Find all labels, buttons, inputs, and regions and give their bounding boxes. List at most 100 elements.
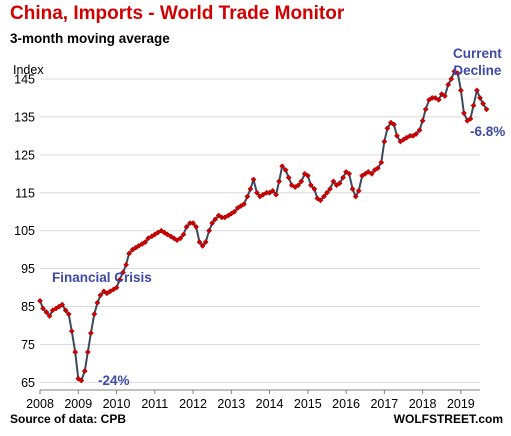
data-point	[480, 100, 487, 107]
data-point	[46, 313, 53, 319]
x-tick-label: 2013	[217, 397, 245, 411]
data-point	[413, 131, 420, 137]
data-point	[460, 110, 467, 117]
data-point	[441, 93, 448, 99]
data-point	[317, 197, 324, 204]
data-point	[349, 186, 356, 192]
data-point	[327, 186, 333, 192]
data-point	[40, 305, 47, 312]
data-point	[343, 168, 350, 175]
x-tick-label: 2016	[332, 397, 360, 411]
data-point	[87, 330, 94, 337]
data-point	[202, 239, 209, 246]
x-tick-label: 2012	[179, 397, 207, 411]
annotation-financial-crisis: Financial Crisis	[52, 270, 152, 285]
data-point	[113, 284, 120, 291]
data-point	[190, 220, 196, 227]
data-point	[250, 176, 257, 183]
data-point	[320, 193, 327, 200]
x-tick-label: 2017	[370, 397, 398, 411]
data-point	[451, 68, 458, 75]
data-point	[209, 220, 216, 227]
data-point	[120, 269, 126, 276]
data-point	[445, 81, 452, 88]
x-tick-labels: 2008 2009 2010 2011 2012 2013 2014 2015 2016 2017…	[26, 397, 475, 411]
y-tick-labels: 65 75 85 95 105 115 125 135 145	[14, 72, 35, 389]
data-point	[123, 261, 130, 268]
data-point	[307, 182, 314, 189]
data-point	[276, 178, 283, 185]
data-point	[116, 277, 123, 283]
data-point	[206, 227, 213, 234]
x-tick-label: 2019	[447, 397, 475, 411]
data-point	[467, 115, 474, 122]
data-point	[416, 127, 423, 134]
data-point	[62, 307, 69, 314]
data-point	[432, 94, 439, 101]
data-point	[355, 187, 362, 194]
x-tick-label: 2014	[256, 397, 284, 411]
data-point	[394, 132, 400, 139]
data-point	[374, 165, 381, 172]
series-line-path	[39, 70, 488, 382]
data-point	[193, 223, 200, 230]
data-point	[422, 106, 429, 113]
data-point	[231, 208, 238, 215]
data-point	[65, 311, 72, 318]
data-point	[72, 349, 79, 356]
data-point	[454, 70, 461, 77]
axes	[39, 389, 480, 394]
data-point	[84, 349, 91, 356]
y-tick-label: 65	[21, 376, 35, 390]
source-note: Source of data: CPB	[10, 412, 127, 426]
y-tick-label: 135	[14, 110, 35, 124]
data-point	[68, 328, 75, 335]
x-tick-label: 2008	[26, 397, 54, 411]
data-point	[199, 242, 206, 249]
y-tick-label: 105	[14, 224, 35, 238]
series-markers	[37, 68, 490, 384]
data-point	[142, 239, 149, 246]
annotation-current-decline-line1: Current	[453, 46, 502, 61]
data-point	[59, 301, 66, 308]
data-point	[298, 178, 305, 185]
data-point	[282, 167, 289, 173]
data-point	[247, 186, 254, 192]
data-point	[177, 235, 184, 242]
brand-logo-text: WOLFSTREET.com	[393, 412, 503, 426]
data-point	[448, 76, 455, 82]
x-tick-label: 2011	[141, 397, 168, 411]
gridlines	[40, 78, 480, 383]
series-line	[39, 70, 488, 382]
y-tick-label: 85	[21, 300, 35, 314]
data-point	[324, 189, 330, 196]
data-point	[183, 223, 190, 230]
data-point	[457, 87, 464, 94]
data-point	[295, 182, 302, 189]
data-point	[91, 311, 98, 318]
chart-subtitle: 3-month moving average	[10, 31, 170, 46]
data-point	[37, 297, 43, 304]
annotation-current-decline: Current Decline	[453, 45, 502, 79]
data-point	[244, 193, 251, 200]
data-point	[311, 186, 318, 192]
data-point	[240, 201, 247, 208]
data-point	[253, 189, 260, 196]
data-point	[180, 231, 187, 238]
annotation-drop-2009: -24%	[98, 373, 130, 388]
data-point	[94, 299, 101, 306]
y-tick-label: 95	[21, 262, 35, 276]
y-tick-label: 125	[14, 148, 35, 162]
annotation-current-decline-line2: Decline	[453, 63, 502, 78]
y-tick-label: 145	[14, 72, 35, 86]
y-tick-label: 115	[15, 186, 35, 200]
data-point	[279, 163, 286, 170]
data-point	[81, 368, 88, 374]
data-point	[381, 138, 388, 145]
data-point	[97, 292, 104, 299]
data-point	[43, 309, 50, 316]
data-point	[126, 250, 133, 257]
y-tick-label: 75	[21, 338, 35, 352]
data-point	[473, 87, 480, 94]
